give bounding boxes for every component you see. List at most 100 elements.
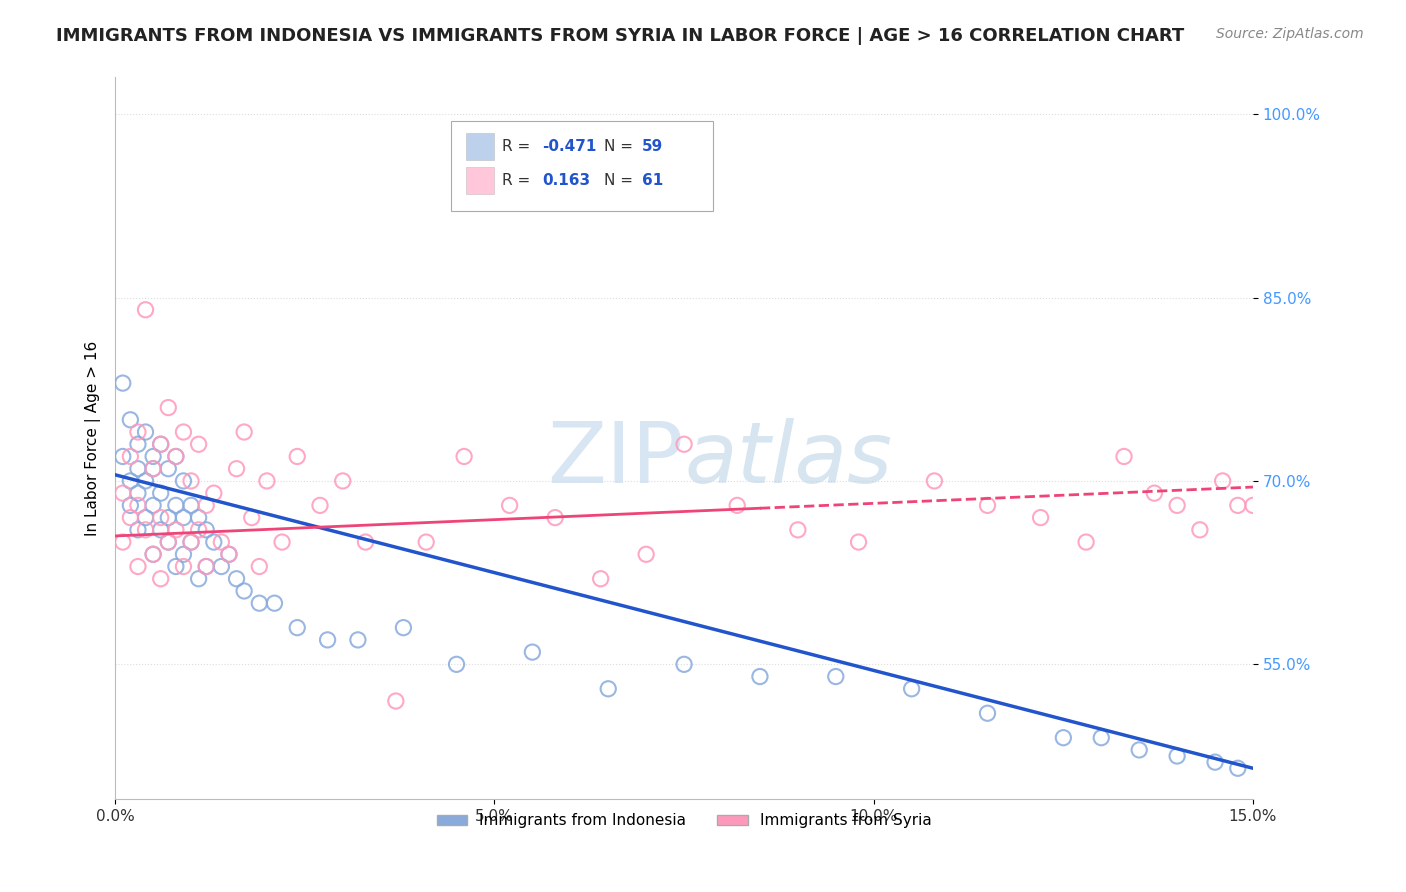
Point <box>142 547 165 561</box>
Point <box>209 535 232 549</box>
Point <box>172 559 194 574</box>
Point <box>149 510 172 524</box>
Point <box>824 669 846 683</box>
Point <box>127 425 149 439</box>
Point <box>1128 743 1150 757</box>
Point <box>180 535 202 549</box>
Point <box>111 535 134 549</box>
Point <box>347 632 370 647</box>
Point <box>385 694 408 708</box>
Point <box>392 621 415 635</box>
Point <box>1143 486 1166 500</box>
Point <box>165 499 187 513</box>
Point <box>135 523 157 537</box>
Point <box>111 486 134 500</box>
Point <box>187 437 209 451</box>
Text: R =: R = <box>502 173 536 188</box>
Point <box>157 535 180 549</box>
Point <box>1166 499 1188 513</box>
Point <box>332 474 354 488</box>
Point <box>786 523 808 537</box>
Point <box>142 461 165 475</box>
Point <box>1241 499 1264 513</box>
Point <box>247 596 270 610</box>
Point <box>233 584 256 599</box>
Point <box>142 499 165 513</box>
Point <box>263 596 285 610</box>
Text: 61: 61 <box>643 173 664 188</box>
Point <box>127 523 149 537</box>
Point <box>1166 749 1188 764</box>
Point <box>157 461 180 475</box>
Point <box>202 486 225 500</box>
Point <box>120 413 142 427</box>
Point <box>142 450 165 464</box>
FancyBboxPatch shape <box>465 167 494 194</box>
Point <box>1090 731 1112 745</box>
Point <box>111 376 134 390</box>
Point <box>256 474 278 488</box>
Point <box>120 499 142 513</box>
Point <box>848 535 870 549</box>
Point <box>149 523 172 537</box>
Point <box>1226 499 1249 513</box>
Point <box>285 621 308 635</box>
Point <box>446 657 468 672</box>
Point <box>172 547 194 561</box>
Point <box>120 450 142 464</box>
Point <box>453 450 475 464</box>
Text: -0.471: -0.471 <box>541 139 596 154</box>
Point <box>218 547 240 561</box>
Point <box>127 499 149 513</box>
Text: N =: N = <box>605 173 638 188</box>
Point <box>165 450 187 464</box>
Point <box>209 559 232 574</box>
Point <box>127 559 149 574</box>
Point <box>180 499 202 513</box>
Point <box>157 401 180 415</box>
Point <box>172 510 194 524</box>
Point <box>149 486 172 500</box>
Point <box>725 499 748 513</box>
Point <box>127 486 149 500</box>
Point <box>180 535 202 549</box>
Point <box>1212 474 1234 488</box>
Point <box>180 474 202 488</box>
Point <box>135 302 157 317</box>
Point <box>354 535 377 549</box>
Point <box>187 523 209 537</box>
Point <box>1029 510 1052 524</box>
Point <box>157 535 180 549</box>
Point <box>1052 731 1074 745</box>
Point <box>218 547 240 561</box>
Point <box>135 425 157 439</box>
Point <box>976 499 998 513</box>
Text: ZIP: ZIP <box>547 418 685 501</box>
Point <box>195 523 218 537</box>
Point <box>1204 755 1226 769</box>
FancyBboxPatch shape <box>465 133 494 161</box>
Point <box>187 510 209 524</box>
Point <box>976 706 998 721</box>
Point <box>673 657 696 672</box>
Point <box>1112 450 1135 464</box>
Text: Source: ZipAtlas.com: Source: ZipAtlas.com <box>1216 27 1364 41</box>
Point <box>157 510 180 524</box>
Point <box>172 474 194 488</box>
Point <box>127 461 149 475</box>
Point <box>225 461 247 475</box>
Point <box>1188 523 1211 537</box>
Text: IMMIGRANTS FROM INDONESIA VS IMMIGRANTS FROM SYRIA IN LABOR FORCE | AGE > 16 COR: IMMIGRANTS FROM INDONESIA VS IMMIGRANTS … <box>56 27 1184 45</box>
Point <box>127 437 149 451</box>
Point <box>673 437 696 451</box>
Point <box>598 681 620 696</box>
Point <box>247 559 270 574</box>
Y-axis label: In Labor Force | Age > 16: In Labor Force | Age > 16 <box>86 341 101 536</box>
Point <box>172 425 194 439</box>
Point <box>522 645 544 659</box>
Point <box>149 437 172 451</box>
Point <box>1074 535 1097 549</box>
Point <box>589 572 612 586</box>
Point <box>111 450 134 464</box>
Point <box>149 572 172 586</box>
